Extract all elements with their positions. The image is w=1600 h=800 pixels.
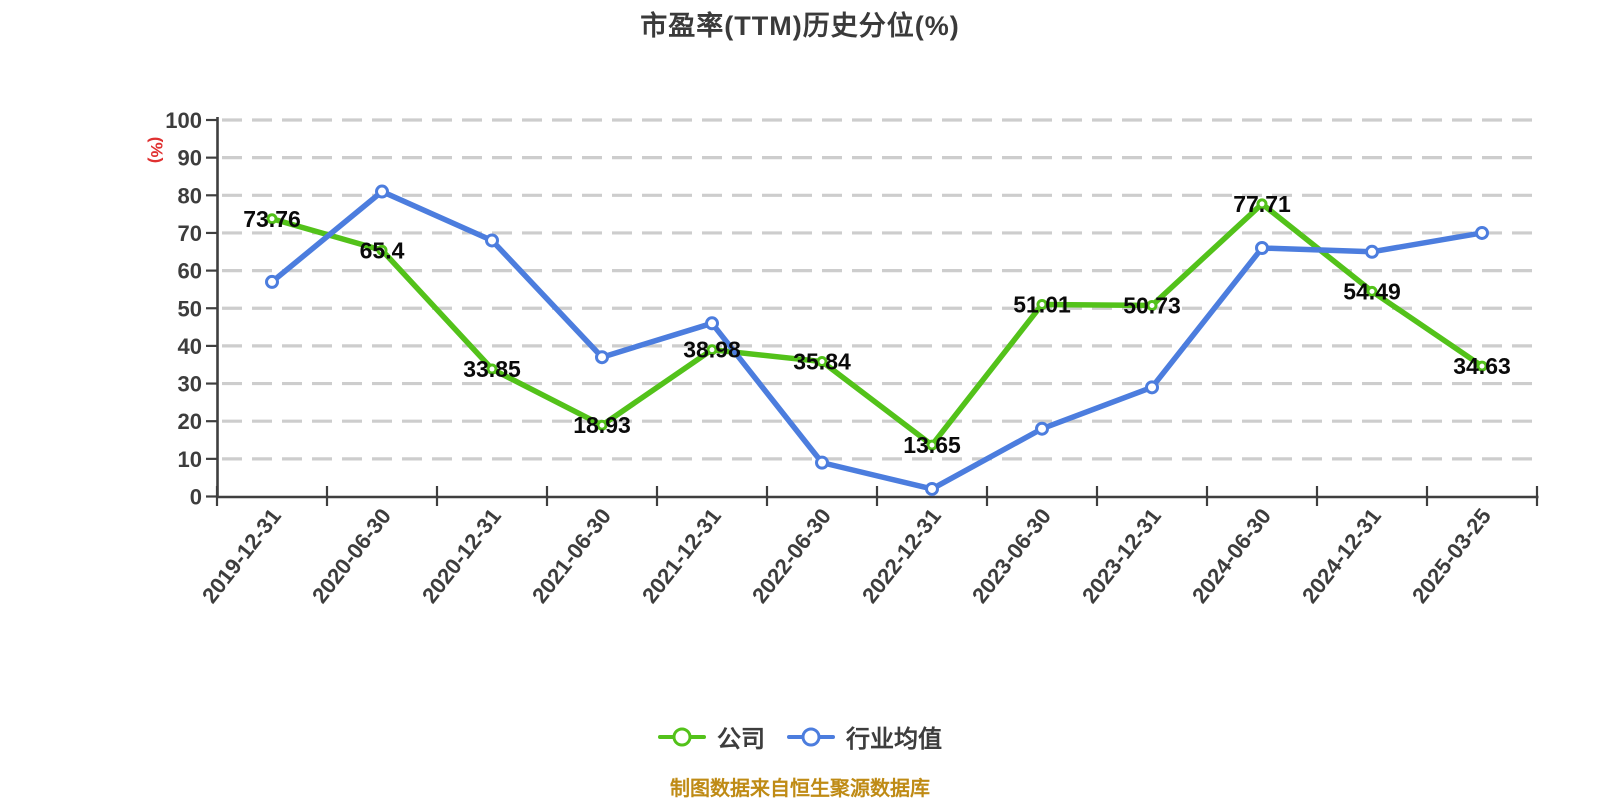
y-tick-label: 90	[178, 146, 202, 171]
industry-data-point[interactable]	[815, 455, 829, 470]
company-data-point[interactable]	[1366, 285, 1378, 297]
company-data-point[interactable]	[1036, 298, 1048, 310]
company-marker-icon	[672, 727, 692, 746]
industry-series-line	[269, 188, 1485, 492]
industry-data-point[interactable]	[375, 184, 389, 199]
legend-item-industry[interactable]: 行业均值	[787, 719, 942, 754]
company-data-point[interactable]	[596, 419, 608, 431]
data-point-label: 38.98	[683, 337, 741, 363]
data-source-note: 制图数据来自恒生聚源数据库	[670, 778, 930, 800]
data-point-label: 18.93	[573, 412, 631, 438]
industry-data-point[interactable]	[1145, 380, 1159, 395]
industry-data-point[interactable]	[1365, 244, 1379, 259]
x-axis-label: 2020-12-31	[417, 504, 506, 608]
y-tick-label: 100	[165, 108, 202, 133]
y-tick-label: 40	[178, 334, 202, 359]
industry-data-point[interactable]	[1255, 241, 1269, 256]
company-series-line	[269, 201, 1485, 448]
chart-title: 市盈率(TTM)历史分位(%)	[640, 11, 960, 41]
company-line-swatch-icon	[658, 727, 706, 746]
x-axis-label: 2020-06-30	[307, 504, 396, 608]
industry-data-point[interactable]	[1035, 421, 1049, 436]
legend: 公司 行业均值	[0, 719, 1600, 754]
company-data-point[interactable]	[1256, 198, 1268, 210]
data-point-label: 34.63	[1453, 353, 1511, 379]
x-axis-label: 2024-06-30	[1187, 504, 1276, 608]
company-data-point[interactable]	[706, 344, 718, 356]
legend-label-company: 公司	[717, 726, 765, 753]
data-point-label: 73.76	[243, 206, 301, 232]
data-point-label: 77.71	[1233, 191, 1291, 217]
y-tick-label: 70	[178, 221, 202, 246]
y-tick-label: 10	[178, 447, 202, 472]
company-data-point[interactable]	[376, 244, 388, 256]
data-point-label: 35.84	[793, 349, 851, 375]
y-tick-label: 0	[190, 485, 202, 510]
legend-item-company[interactable]: 公司	[658, 719, 765, 754]
x-axis-label: 2021-06-30	[527, 504, 616, 608]
data-point-label: 65.4	[360, 237, 405, 263]
company-data-point[interactable]	[926, 439, 938, 451]
company-data-point[interactable]	[1476, 360, 1488, 372]
x-axis-label: 2022-06-30	[747, 504, 836, 608]
company-data-point[interactable]	[266, 213, 278, 225]
industry-data-point[interactable]	[595, 350, 609, 365]
legend-label-industry: 行业均值	[846, 726, 942, 753]
data-point-label: 50.73	[1123, 293, 1181, 319]
industry-line-swatch-icon	[787, 727, 835, 746]
data-point-label: 13.65	[903, 432, 961, 458]
data-point-label: 33.85	[463, 356, 521, 382]
x-axis-label: 2025-03-25	[1407, 504, 1496, 608]
company-data-point[interactable]	[816, 356, 828, 368]
x-axis-label: 2024-12-31	[1297, 504, 1386, 608]
data-point-label: 54.49	[1343, 278, 1401, 304]
y-tick-label: 30	[178, 372, 202, 397]
y-tick-label: 80	[178, 183, 202, 208]
industry-data-point[interactable]	[1475, 225, 1489, 240]
company-data-point[interactable]	[486, 363, 498, 375]
x-axis-label: 2019-12-31	[197, 504, 286, 608]
y-tick-label: 20	[178, 409, 202, 434]
x-axis-label: 2022-12-31	[857, 504, 946, 608]
industry-data-point[interactable]	[485, 233, 499, 248]
x-axis-label: 2023-06-30	[967, 504, 1056, 608]
x-axis-label: 2023-12-31	[1077, 504, 1166, 608]
x-axis-label: 2021-12-31	[637, 504, 726, 608]
company-data-point[interactable]	[1146, 300, 1158, 312]
data-point-label: 51.01	[1013, 291, 1071, 317]
y-tick-label: 50	[178, 296, 202, 321]
y-tick-label: 60	[178, 259, 202, 284]
industry-data-point[interactable]	[925, 481, 939, 496]
industry-data-point[interactable]	[705, 316, 719, 331]
industry-data-point[interactable]	[265, 274, 279, 289]
industry-marker-icon	[801, 727, 821, 746]
